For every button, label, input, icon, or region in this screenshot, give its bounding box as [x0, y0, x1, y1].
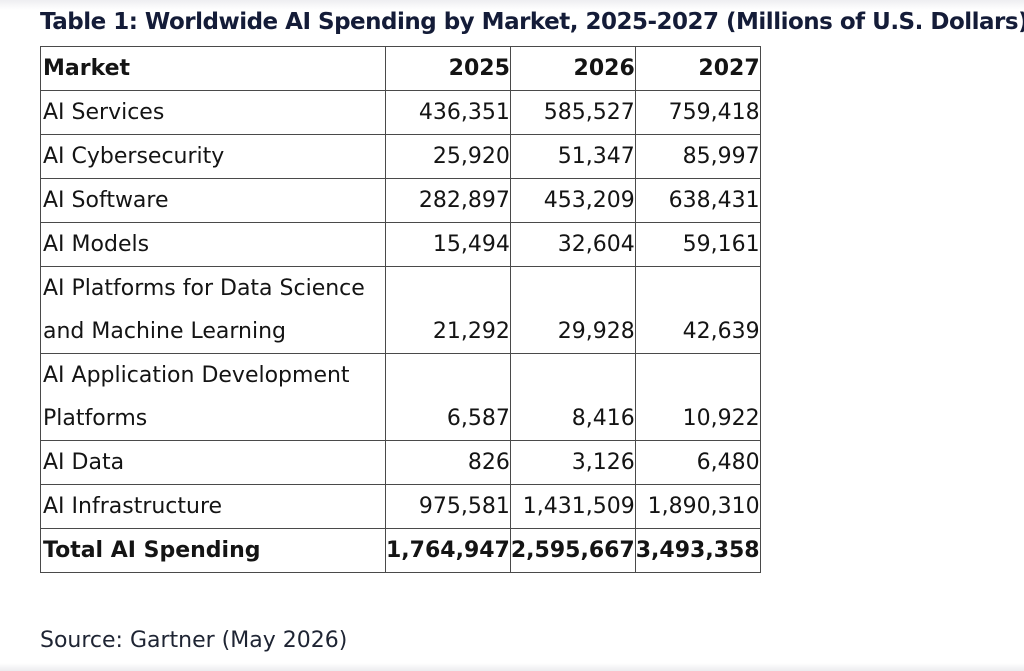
- row-value-2026: 1,431,509: [509, 484, 636, 529]
- table-row: AI Software 282,897 453,209 638,431: [40, 178, 761, 223]
- row-market: AI Software: [40, 178, 386, 223]
- row-value-2025: 6,587: [385, 353, 511, 441]
- table-row: AI Cybersecurity 25,920 51,347 85,997: [40, 134, 761, 179]
- table-header-row: Market 2025 2026 2027: [40, 46, 761, 91]
- source-note: Source: Gartner (May 2026): [40, 628, 348, 653]
- row-market: AI Application Development Platforms: [40, 353, 386, 441]
- table-row: AI Services 436,351 585,527 759,418: [40, 90, 761, 135]
- row-market: AI Infrastructure: [40, 484, 386, 529]
- row-value-2027: 59,161: [634, 222, 761, 267]
- row-value-2025: 826: [385, 440, 511, 485]
- table-row: AI Application Development Platforms 6,5…: [40, 353, 761, 441]
- row-value-2026: 51,347: [509, 134, 636, 179]
- total-label: Total AI Spending: [40, 528, 386, 573]
- row-value-2027: 6,480: [634, 440, 761, 485]
- row-market: AI Services: [40, 90, 386, 135]
- total-value-2027: 3,493,358: [634, 528, 761, 573]
- row-value-2026: 3,126: [509, 440, 636, 485]
- spending-table: Market 2025 2026 2027 AI Services 436,35…: [40, 46, 761, 573]
- total-value-2025: 1,764,947: [385, 528, 511, 573]
- row-market: AI Cybersecurity: [40, 134, 386, 179]
- row-market: AI Data: [40, 440, 386, 485]
- row-value-2025: 15,494: [385, 222, 511, 267]
- row-market: AI Models: [40, 222, 386, 267]
- table-row: AI Data 826 3,126 6,480: [40, 440, 761, 485]
- row-value-2027: 1,890,310: [634, 484, 761, 529]
- header-market: Market: [40, 46, 386, 91]
- table-row: AI Platforms for Data Science and Machin…: [40, 266, 761, 354]
- row-value-2027: 42,639: [634, 266, 761, 354]
- table-total-row: Total AI Spending 1,764,947 2,595,667 3,…: [40, 528, 761, 573]
- bottom-edge-shade: [0, 663, 1024, 671]
- row-value-2026: 32,604: [509, 222, 636, 267]
- table-row: AI Infrastructure 975,581 1,431,509 1,89…: [40, 484, 761, 529]
- header-2026: 2026: [509, 46, 636, 91]
- row-value-2025: 25,920: [385, 134, 511, 179]
- row-value-2027: 759,418: [634, 90, 761, 135]
- row-value-2026: 8,416: [509, 353, 636, 441]
- row-value-2025: 21,292: [385, 266, 511, 354]
- top-edge-shade: [0, 0, 1024, 10]
- row-value-2025: 282,897: [385, 178, 511, 223]
- row-value-2027: 10,922: [634, 353, 761, 441]
- row-value-2027: 638,431: [634, 178, 761, 223]
- table-row: AI Models 15,494 32,604 59,161: [40, 222, 761, 267]
- row-value-2026: 453,209: [509, 178, 636, 223]
- row-value-2025: 436,351: [385, 90, 511, 135]
- table-title: Table 1: Worldwide AI Spending by Market…: [40, 9, 1024, 35]
- row-value-2026: 29,928: [509, 266, 636, 354]
- total-value-2026: 2,595,667: [509, 528, 636, 573]
- row-market: AI Platforms for Data Science and Machin…: [40, 266, 386, 354]
- header-2025: 2025: [385, 46, 511, 91]
- row-value-2026: 585,527: [509, 90, 636, 135]
- header-2027: 2027: [634, 46, 761, 91]
- row-value-2027: 85,997: [634, 134, 761, 179]
- row-value-2025: 975,581: [385, 484, 511, 529]
